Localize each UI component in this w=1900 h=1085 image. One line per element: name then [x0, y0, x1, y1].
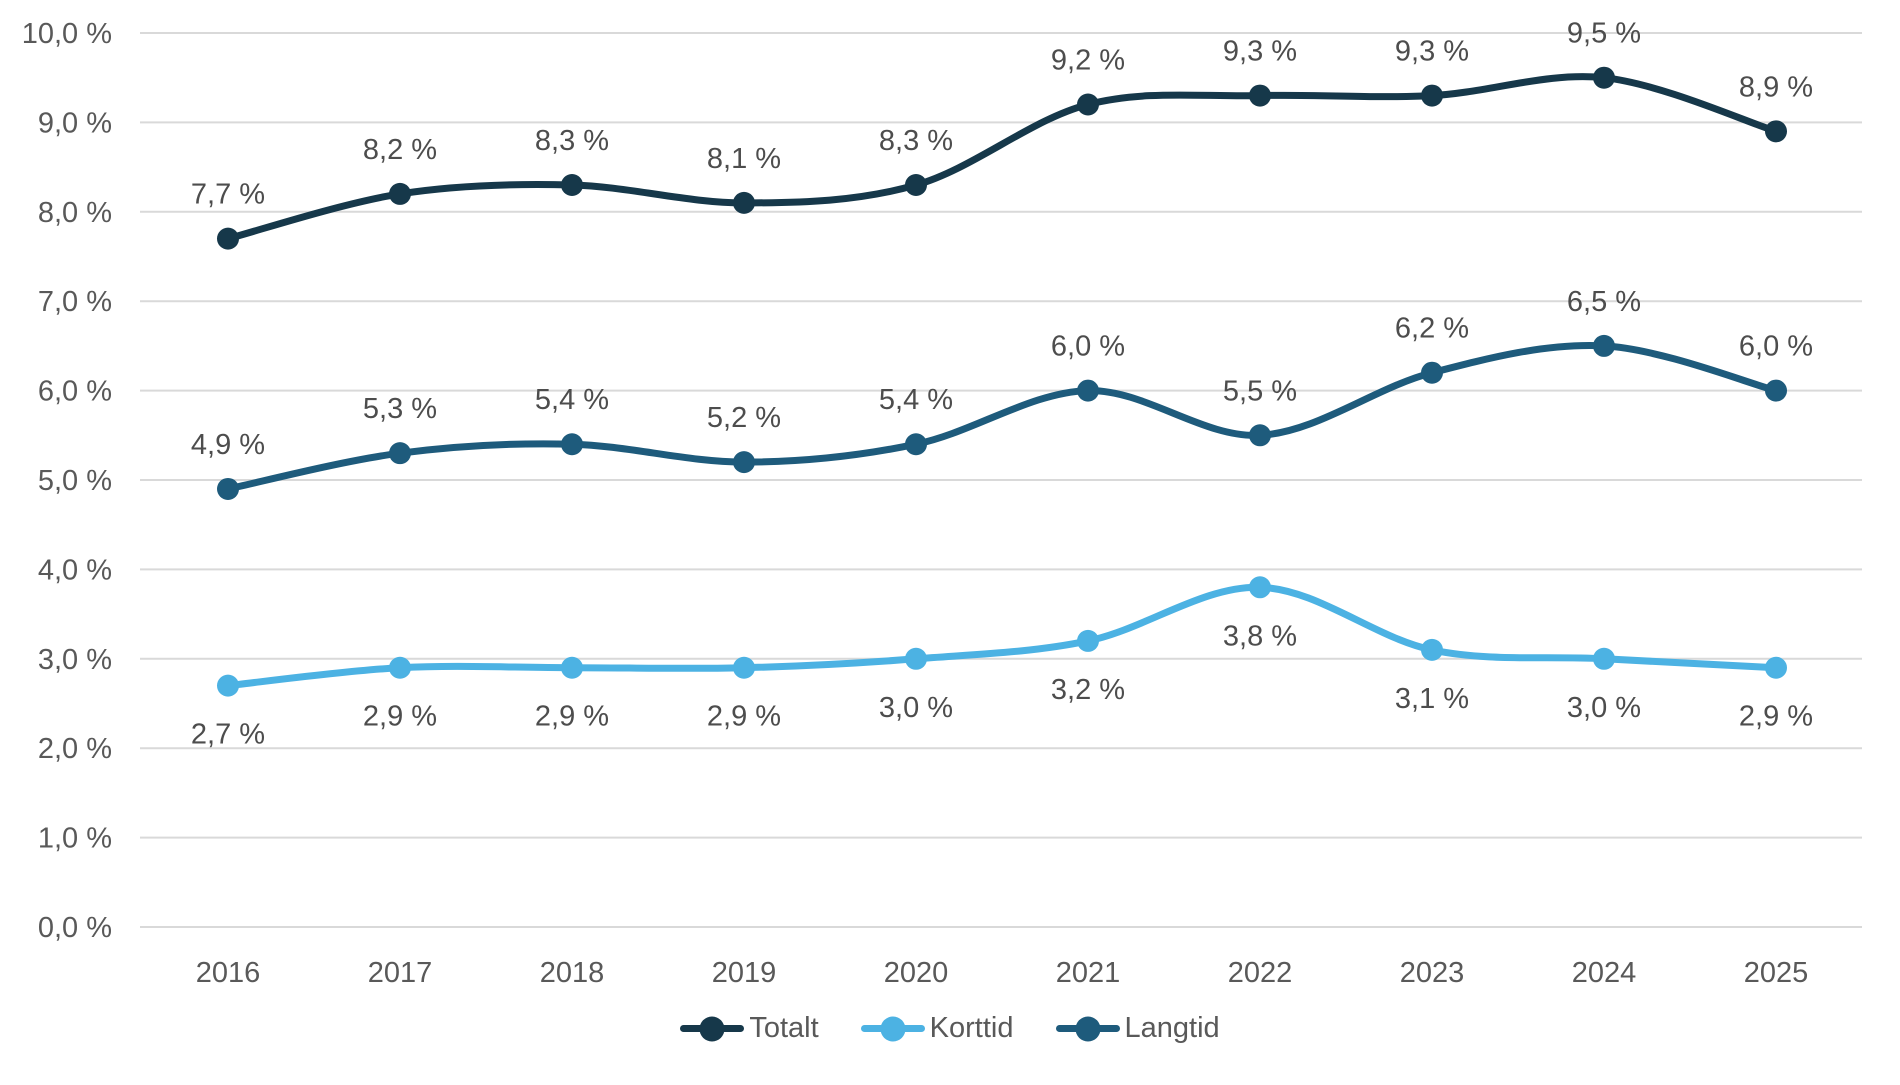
- data-label-totalt: 9,5 %: [1567, 18, 1641, 50]
- y-axis-tick-label: 7,0 %: [38, 286, 112, 318]
- data-label-korttid: 2,9 %: [707, 701, 781, 733]
- data-point-korttid: [1593, 647, 1615, 670]
- data-label-korttid: 3,2 %: [1051, 674, 1125, 706]
- data-label-korttid: 2,9 %: [1739, 701, 1813, 733]
- legend-item-langtid: Langtid: [1055, 1012, 1220, 1044]
- data-point-langtid: [561, 433, 583, 456]
- data-point-korttid: [733, 656, 755, 679]
- legend-marker-korttid: [860, 1016, 925, 1041]
- legend-marker-totalt: [680, 1016, 745, 1041]
- data-point-langtid: [1249, 424, 1271, 447]
- data-label-langtid: 6,5 %: [1567, 286, 1641, 318]
- y-axis-tick-label: 10,0 %: [22, 18, 112, 50]
- data-point-korttid: [389, 656, 411, 679]
- data-point-langtid: [733, 451, 755, 474]
- x-axis-tick-label: 2024: [1572, 957, 1637, 989]
- data-point-totalt: [733, 191, 755, 214]
- data-point-langtid: [389, 442, 411, 465]
- data-point-totalt: [1421, 84, 1443, 107]
- data-point-langtid: [1077, 379, 1099, 402]
- data-point-totalt: [1593, 66, 1615, 89]
- data-point-korttid: [1249, 576, 1271, 599]
- y-axis-tick-label: 3,0 %: [38, 644, 112, 676]
- series-line-langtid: [224, 342, 1780, 493]
- y-axis-tick-label: 9,0 %: [38, 107, 112, 139]
- data-point-langtid: [1421, 361, 1443, 384]
- data-label-korttid: 2,7 %: [191, 719, 265, 751]
- data-label-korttid: 3,0 %: [1567, 692, 1641, 724]
- data-point-totalt: [1077, 93, 1099, 116]
- legend-label-korttid: Korttid: [929, 1012, 1014, 1044]
- x-axis-tick-label: 2020: [884, 957, 949, 989]
- x-axis-tick-label: 2019: [712, 957, 777, 989]
- legend-item-korttid: Korttid: [860, 1012, 1014, 1044]
- data-label-totalt: 7,7 %: [191, 179, 265, 211]
- data-label-totalt: 8,3 %: [535, 125, 609, 157]
- legend-label-totalt: Totalt: [749, 1012, 819, 1044]
- chart-legend: Totalt Korttid Langtid: [0, 1014, 1900, 1043]
- data-point-korttid: [1765, 656, 1787, 679]
- x-axis-tick-label: 2016: [196, 957, 261, 989]
- data-label-totalt: 8,1 %: [707, 143, 781, 175]
- data-point-totalt: [1249, 84, 1271, 107]
- series-line-totalt: [224, 73, 1780, 243]
- y-axis-tick-label: 1,0 %: [38, 823, 112, 855]
- data-point-langtid: [217, 477, 239, 500]
- data-label-totalt: 8,2 %: [363, 134, 437, 166]
- data-label-totalt: 8,9 %: [1739, 71, 1813, 103]
- y-axis-tick-label: 6,0 %: [38, 376, 112, 408]
- data-point-korttid: [561, 656, 583, 679]
- x-axis-tick-label: 2025: [1744, 957, 1809, 989]
- legend-dot-korttid: [880, 1016, 906, 1041]
- y-axis-tick-label: 2,0 %: [38, 733, 112, 765]
- y-axis-tick-label: 0,0 %: [38, 912, 112, 944]
- data-point-langtid: [1593, 334, 1615, 357]
- data-point-korttid: [905, 647, 927, 670]
- y-axis-tick-label: 8,0 %: [38, 197, 112, 229]
- legend-label-langtid: Langtid: [1124, 1012, 1220, 1044]
- legend-dot-totalt: [699, 1016, 725, 1041]
- x-axis-tick-label: 2023: [1400, 957, 1465, 989]
- data-label-langtid: 5,2 %: [707, 402, 781, 434]
- legend-marker-langtid: [1055, 1016, 1120, 1041]
- data-label-langtid: 5,5 %: [1223, 375, 1297, 407]
- data-label-totalt: 9,3 %: [1395, 36, 1469, 68]
- data-label-langtid: 6,0 %: [1739, 331, 1813, 363]
- data-point-totalt: [561, 173, 583, 196]
- data-label-korttid: 3,0 %: [879, 692, 953, 724]
- y-axis-tick-label: 5,0 %: [38, 465, 112, 497]
- x-axis-tick-label: 2017: [368, 957, 433, 989]
- data-point-korttid: [1077, 629, 1099, 652]
- legend-dot-langtid: [1075, 1016, 1100, 1041]
- y-axis-tick-label: 4,0 %: [38, 554, 112, 586]
- data-label-korttid: 3,1 %: [1395, 683, 1469, 715]
- data-label-langtid: 6,2 %: [1395, 313, 1469, 345]
- data-label-langtid: 5,3 %: [363, 393, 437, 425]
- data-point-totalt: [217, 227, 239, 250]
- x-axis-tick-label: 2022: [1228, 957, 1293, 989]
- data-label-langtid: 5,4 %: [879, 384, 953, 416]
- data-point-totalt: [905, 173, 927, 196]
- data-label-langtid: 4,9 %: [191, 429, 265, 461]
- data-point-totalt: [389, 182, 411, 205]
- data-point-totalt: [1765, 120, 1787, 143]
- data-point-korttid: [1421, 638, 1443, 661]
- data-label-totalt: 8,3 %: [879, 125, 953, 157]
- data-label-langtid: 5,4 %: [535, 384, 609, 416]
- series-line-korttid: [224, 583, 1780, 690]
- data-label-korttid: 2,9 %: [363, 701, 437, 733]
- data-point-langtid: [1765, 379, 1787, 402]
- data-label-totalt: 9,2 %: [1051, 45, 1125, 77]
- legend-item-totalt: Totalt: [680, 1012, 819, 1044]
- data-point-langtid: [905, 433, 927, 456]
- data-label-totalt: 9,3 %: [1223, 36, 1297, 68]
- data-label-korttid: 3,8 %: [1223, 620, 1297, 652]
- x-axis-tick-label: 2021: [1056, 957, 1121, 989]
- x-axis-tick-label: 2018: [540, 957, 605, 989]
- data-point-korttid: [217, 674, 239, 697]
- line-chart: 0,0 % 1,0 % 2,0 % 3,0 % 4,0 % 5,0 % 6,0 % 7,0 %…: [22, 18, 1862, 989]
- data-label-langtid: 6,0 %: [1051, 331, 1125, 363]
- data-label-korttid: 2,9 %: [535, 701, 609, 733]
